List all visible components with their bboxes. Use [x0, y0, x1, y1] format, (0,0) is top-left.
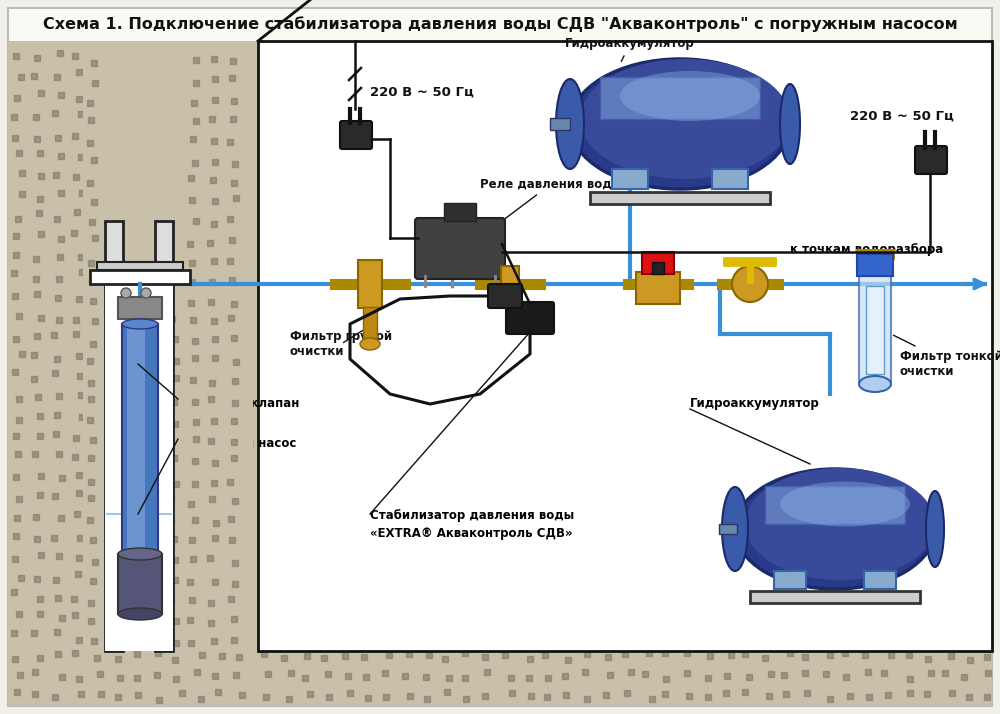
Bar [105, 284, 173, 651]
Text: Схема 1. Подключение стабилизатора давления воды СДВ "Акваконтроль" с погружным : Схема 1. Подключение стабилизатора давле… [43, 16, 957, 31]
Ellipse shape [556, 79, 584, 169]
Text: Фильтр грубой
очистки: Фильтр грубой очистки [290, 330, 392, 358]
Ellipse shape [118, 608, 162, 620]
Bar [590, 192, 770, 204]
Text: Гидроаккумулятор: Гидроаккумулятор [690, 398, 820, 411]
Ellipse shape [118, 548, 162, 560]
Text: Погружной насос: Погружной насос [178, 438, 296, 451]
Bar [864, 571, 896, 589]
Bar [444, 203, 476, 221]
Bar [118, 554, 162, 614]
Bar [600, 77, 760, 119]
Bar [105, 221, 123, 651]
Ellipse shape [570, 59, 790, 189]
FancyBboxPatch shape [488, 284, 522, 308]
Bar [600, 77, 760, 119]
Ellipse shape [926, 491, 944, 567]
Bar [612, 169, 648, 189]
Text: 220 В ~ 50 Гц: 220 В ~ 50 Гц [370, 86, 474, 99]
Bar [765, 486, 905, 524]
Ellipse shape [360, 338, 380, 350]
Circle shape [767, 257, 777, 267]
Text: Гидроаккумулятор: Гидроаккумулятор [565, 38, 695, 61]
Bar [652, 262, 664, 274]
Bar [857, 254, 893, 276]
Text: Фильтр тонкой
очистки: Фильтр тонкой очистки [893, 336, 1000, 378]
Bar [258, 41, 992, 651]
Ellipse shape [122, 549, 158, 559]
Bar [712, 169, 748, 189]
Bar [765, 486, 905, 524]
Text: 220 В ~ 50 Гц: 220 В ~ 50 Гц [850, 109, 954, 123]
Bar [363, 307, 377, 339]
Bar [122, 324, 158, 554]
Ellipse shape [732, 266, 768, 302]
Bar [118, 297, 162, 319]
FancyBboxPatch shape [415, 218, 505, 279]
Ellipse shape [745, 468, 935, 580]
Bar [642, 252, 674, 274]
FancyBboxPatch shape [340, 121, 372, 149]
Ellipse shape [780, 481, 910, 526]
Circle shape [723, 257, 733, 267]
Ellipse shape [580, 59, 790, 179]
Bar [501, 266, 519, 302]
Ellipse shape [722, 487, 748, 571]
Bar [83, 41, 253, 651]
Text: к точкам водоразбора: к точкам водоразбора [790, 243, 943, 256]
Bar [90, 270, 190, 284]
Bar [774, 571, 806, 589]
Bar [127, 324, 145, 554]
FancyBboxPatch shape [506, 302, 554, 334]
Bar [358, 260, 382, 308]
Text: Реле давления воды: Реле давления воды [480, 178, 622, 219]
Bar [258, 651, 992, 706]
Bar [8, 41, 258, 706]
Bar [636, 272, 680, 304]
Ellipse shape [122, 319, 158, 329]
Bar [550, 118, 570, 130]
Text: Обратный клапан: Обратный клапан [178, 398, 299, 411]
Ellipse shape [859, 376, 891, 392]
Ellipse shape [780, 84, 800, 164]
FancyBboxPatch shape [915, 146, 947, 174]
Circle shape [141, 288, 151, 298]
Text: Стабилизатор давления воды
«EXTRA® Акваконтроль СДВ»: Стабилизатор давления воды «EXTRA® Аквак… [370, 508, 574, 540]
Bar [719, 524, 737, 534]
Ellipse shape [620, 71, 760, 121]
Bar [866, 286, 884, 374]
Circle shape [121, 288, 131, 298]
Bar [750, 591, 920, 603]
Bar [155, 221, 173, 651]
Bar [97, 262, 183, 270]
Ellipse shape [735, 469, 935, 589]
Bar [859, 276, 891, 384]
